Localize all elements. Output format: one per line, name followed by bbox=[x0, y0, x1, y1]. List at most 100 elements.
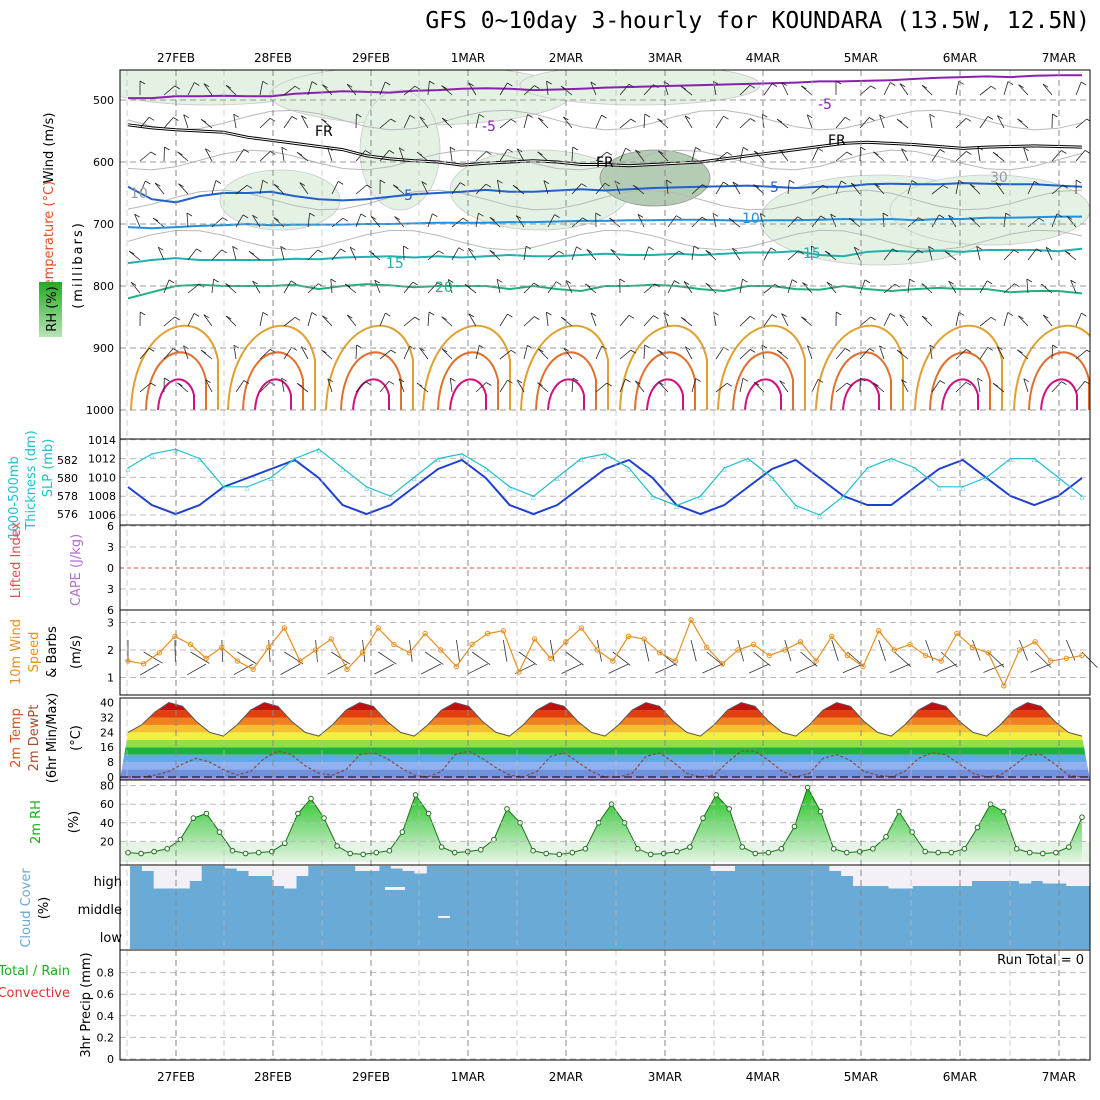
wind-barb-flag bbox=[538, 348, 544, 353]
wind-barb bbox=[586, 249, 597, 261]
wind-barb bbox=[907, 217, 919, 228]
wind-barb-flag bbox=[368, 250, 375, 255]
wind-barb-flag bbox=[590, 81, 597, 86]
wind-barb bbox=[546, 81, 549, 96]
wind-barb bbox=[281, 378, 285, 393]
rh-marker bbox=[412, 792, 419, 798]
cloud-high-gap bbox=[935, 866, 949, 886]
wind-barb bbox=[811, 148, 819, 162]
wind-barb-flag bbox=[365, 381, 371, 385]
wind-barb bbox=[497, 180, 501, 195]
slp-marker: △ bbox=[555, 473, 560, 482]
cloud-high-gap bbox=[829, 866, 842, 871]
slp-marker: △ bbox=[340, 464, 345, 473]
wind-barb bbox=[712, 213, 717, 228]
wind-barb bbox=[1075, 381, 1086, 393]
wind-barb-flag bbox=[429, 80, 435, 85]
contour-label-rh10: 10 bbox=[130, 186, 148, 202]
wind-barb bbox=[1042, 314, 1053, 327]
wind-barb bbox=[658, 381, 669, 393]
wind-barb bbox=[403, 316, 416, 327]
wind-barb-flag bbox=[705, 250, 712, 254]
contour-label-m5-2: -5 bbox=[818, 97, 832, 113]
wind-barb-flag bbox=[625, 378, 631, 383]
wind-barb-flag bbox=[590, 312, 597, 317]
wind-barb bbox=[321, 349, 333, 360]
wind-barb bbox=[595, 182, 606, 195]
slp-marker: △ bbox=[245, 483, 250, 492]
wind-speed-marker bbox=[203, 655, 209, 661]
rh-plot-area bbox=[120, 784, 1090, 862]
wind-barb-flag bbox=[976, 246, 982, 250]
rh-contour-0 bbox=[127, 109, 1083, 131]
wind-speed-marker bbox=[954, 630, 960, 637]
wind-barb bbox=[259, 349, 271, 360]
ylabel-wind10-b: Speed bbox=[27, 632, 42, 673]
wind-barb bbox=[259, 180, 264, 195]
wind-barb-flag bbox=[554, 214, 560, 218]
wind-barb-flag bbox=[625, 147, 631, 152]
wind-barb bbox=[252, 280, 261, 294]
wind-barb-flag bbox=[507, 148, 513, 153]
bl-loop-outer-3 bbox=[422, 324, 511, 411]
wind-barb bbox=[355, 381, 366, 393]
slp-tick-label: 1006 bbox=[88, 509, 116, 522]
wind-barb-flag bbox=[225, 315, 232, 320]
run-total-label: Run Total = 0 bbox=[997, 953, 1084, 968]
slp-marker: △ bbox=[674, 502, 679, 511]
wind-barb bbox=[163, 117, 174, 129]
slp-marker: △ bbox=[126, 464, 131, 473]
wind-barb-flag bbox=[441, 316, 447, 321]
wind-barb-flag bbox=[749, 349, 756, 353]
wind-barb-flag bbox=[468, 247, 474, 252]
wind-speed-marker bbox=[578, 625, 585, 631]
wind-speed-marker bbox=[469, 641, 475, 648]
ylabel-wind10-a: 10m Wind bbox=[9, 619, 24, 685]
rh-marker bbox=[438, 844, 445, 850]
ylabel-wind: Wind (m/s) bbox=[42, 113, 57, 184]
wind-barb-flag bbox=[516, 379, 523, 384]
wind-barb-flag bbox=[995, 182, 1002, 186]
wind-barb-flag bbox=[194, 82, 200, 86]
cloud-high-gap bbox=[177, 866, 190, 889]
date-label-top: 27FEB bbox=[157, 51, 195, 65]
date-label-bottom: 1MAR bbox=[451, 1070, 486, 1084]
slp-marker: △ bbox=[698, 492, 703, 501]
wind-barb bbox=[273, 217, 285, 228]
wind-barb-flag bbox=[1014, 283, 1020, 288]
date-axis: 27FEB 27FEB 28FEB 28FEB 29FEB 29FEB 1MAR 1MAR 2M… bbox=[157, 51, 1076, 1084]
temp-band bbox=[120, 762, 1090, 770]
wind10-barb bbox=[936, 663, 958, 673]
date-label-top: 29FEB bbox=[352, 51, 390, 65]
rh-marker bbox=[530, 847, 536, 854]
wind-barb bbox=[715, 382, 728, 393]
cloud-high-gap bbox=[260, 866, 273, 876]
wind-barb bbox=[811, 379, 819, 393]
wind-barb-flag bbox=[327, 378, 334, 383]
rh-marker bbox=[909, 829, 915, 835]
wind-speed-marker bbox=[531, 636, 538, 642]
wind-barb-flag bbox=[770, 247, 777, 252]
wind-barb-flag bbox=[1070, 279, 1076, 284]
wind-barb-flag bbox=[496, 278, 503, 283]
wind-barb bbox=[955, 312, 960, 327]
wind-speed-marker bbox=[1063, 655, 1070, 661]
ylabel-wind10-ms: (m/s) bbox=[69, 635, 84, 669]
wind-barb-flag bbox=[684, 115, 691, 120]
wind-barb bbox=[787, 250, 799, 261]
wind-barb bbox=[1027, 248, 1037, 261]
cloud-high-gap bbox=[165, 866, 178, 889]
wind-barb bbox=[322, 84, 333, 96]
wind-speed-marker bbox=[328, 636, 334, 642]
wind-barb-flag bbox=[177, 382, 183, 387]
li-tick-label: 6 bbox=[107, 604, 114, 617]
wind-barb bbox=[667, 250, 680, 261]
wind-barb bbox=[571, 146, 574, 162]
wind-barb bbox=[283, 116, 293, 129]
wind-barb bbox=[398, 378, 405, 393]
wind-barb-flag bbox=[222, 217, 228, 222]
wind-barb bbox=[1075, 312, 1082, 327]
rh-marker bbox=[504, 806, 510, 812]
wind-barb-flag bbox=[1023, 378, 1030, 383]
wind-barb-flag bbox=[680, 316, 687, 321]
